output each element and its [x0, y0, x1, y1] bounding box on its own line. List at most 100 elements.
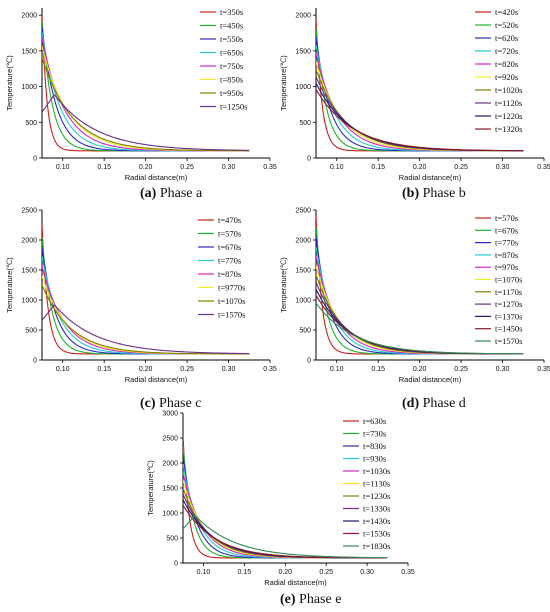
x-tick-label: 0.10: [197, 569, 211, 576]
y-tick-label: 0: [307, 358, 311, 365]
legend-label: t=1170s: [495, 287, 522, 297]
x-tick-label: 0.20: [413, 164, 427, 171]
panel-d: 0 500 1000 1500 2000 2500 0.10 0.15 0.20 0.25 0.30…: [279, 208, 550, 412]
curves: [316, 18, 524, 152]
legend-label: t=9770s: [218, 283, 245, 293]
caption-letter: (e): [280, 592, 296, 607]
series-line: [316, 256, 524, 355]
legend-label: t=570s: [218, 229, 241, 239]
legend-label: t=1020s: [495, 85, 522, 95]
y-tick-label: 500: [299, 328, 311, 335]
legend-label: t=670s: [495, 225, 518, 235]
y-tick-label: 2000: [21, 238, 37, 245]
caption-text: Phase a: [156, 186, 203, 201]
series-line: [42, 46, 250, 152]
series-line: [316, 89, 524, 152]
series-line: [42, 57, 250, 152]
x-tick-label: 0.10: [56, 366, 70, 373]
curves: [183, 435, 388, 559]
series-line: [42, 37, 250, 152]
series-line: [316, 36, 524, 152]
y-tick-label: 2000: [162, 461, 178, 468]
y-tick-label: 500: [25, 120, 37, 127]
caption-text: Phase c: [156, 396, 202, 411]
legend-label: t=520s: [495, 20, 518, 30]
y-tick-label: 2000: [295, 238, 311, 245]
series-line: [42, 94, 250, 151]
y-tick-label: 1500: [21, 48, 37, 55]
y-axis-label: Temperature(℃): [5, 257, 14, 313]
legend-label: t=1370s: [495, 311, 522, 321]
x-tick-label: 0.10: [330, 366, 344, 373]
x-tick-label: 0.25: [180, 366, 194, 373]
x-tick-label: 0.30: [496, 366, 510, 373]
legend-label: t=1250s: [220, 102, 247, 112]
legend-label: t=570s: [495, 213, 518, 223]
series-line: [42, 26, 250, 152]
y-tick-label: 2500: [295, 208, 311, 215]
legend-label: t=870s: [495, 250, 518, 260]
series-line: [183, 515, 388, 559]
panel-b: 0 500 1000 1500 2000 0.10 0.15 0.20 0.25 0.30 0.35…: [279, 7, 550, 201]
series-line: [316, 274, 524, 355]
y-tick-label: 3000: [162, 411, 178, 418]
y-tick-label: 1500: [162, 486, 178, 493]
x-tick-label: 0.25: [454, 366, 468, 373]
y-axis-label: Temperature(℃): [279, 55, 288, 111]
legend-label: t=1230s: [363, 491, 390, 501]
legend-label: t=620s: [495, 33, 518, 43]
y-axis-label: Temperature(℃): [279, 257, 288, 313]
series-line: [316, 76, 524, 152]
x-tick-label: 0.20: [139, 164, 153, 171]
legend-label: t=1570s: [495, 336, 522, 346]
legend-label: t=420s: [495, 7, 518, 17]
x-tick-label: 0.20: [139, 366, 153, 373]
legend-label: t=1570s: [218, 310, 245, 320]
y-tick-label: 500: [25, 328, 37, 335]
legend-label: t=1120s: [495, 98, 522, 108]
caption-letter: (c): [140, 396, 156, 411]
legend-label: t=1130s: [363, 479, 390, 489]
series-line: [183, 445, 388, 559]
y-tick-label: 1000: [162, 511, 178, 518]
panel-e: 0 500 1000 1500 2000 2500 3000 0.10 0.15 0.20 0.25…: [146, 411, 415, 608]
legend-label: t=950s: [220, 88, 243, 98]
x-tick-label: 0.35: [263, 164, 277, 171]
x-tick-label: 0.20: [413, 366, 427, 373]
x-tick-label: 0.15: [371, 366, 385, 373]
y-tick-label: 1500: [295, 48, 311, 55]
legend-label: t=470s: [218, 215, 241, 225]
panel-a: 0 500 1000 1500 2000 0.10 0.15 0.20 0.25 0.30 0.35…: [5, 7, 277, 201]
x-tick-label: 0.15: [371, 164, 385, 171]
y-tick-label: 1500: [21, 268, 37, 275]
x-axis-label: Radial distance(m): [399, 375, 462, 384]
curves: [316, 215, 524, 355]
legend-label: t=1530s: [363, 529, 390, 539]
x-axis-label: Radial distance(m): [264, 578, 327, 587]
series-line: [42, 284, 250, 355]
series-line: [183, 472, 388, 559]
x-tick-label: 0.15: [97, 164, 111, 171]
legend-label: t=970s: [495, 262, 518, 272]
legend-label: t=1430s: [363, 516, 390, 526]
legend-label: t=1220s: [495, 111, 522, 121]
y-tick-label: 0: [307, 156, 311, 163]
series-line: [316, 215, 524, 355]
y-tick-label: 1500: [295, 268, 311, 275]
y-tick-label: 2500: [162, 436, 178, 443]
y-tick-label: 1000: [21, 84, 37, 91]
series-line: [183, 463, 388, 559]
legend-label: t=820s: [495, 59, 518, 69]
series-line: [42, 304, 250, 355]
y-axis-label: Temperature(℃): [5, 55, 14, 111]
x-tick-label: 0.30: [360, 569, 374, 576]
legend-label: t=1270s: [495, 299, 522, 309]
x-tick-label: 0.30: [222, 366, 236, 373]
panel-c: 0 500 1000 1500 2000 2500 0.10 0.15 0.20 0.25 0.30…: [5, 208, 277, 412]
panel-caption: (b) Phase b: [402, 186, 466, 201]
legend-label: t=870s: [218, 269, 241, 279]
y-axis-label: Temperature(℃): [146, 460, 155, 516]
caption-letter: (b): [402, 186, 419, 201]
legend-label: t=730s: [363, 429, 386, 439]
